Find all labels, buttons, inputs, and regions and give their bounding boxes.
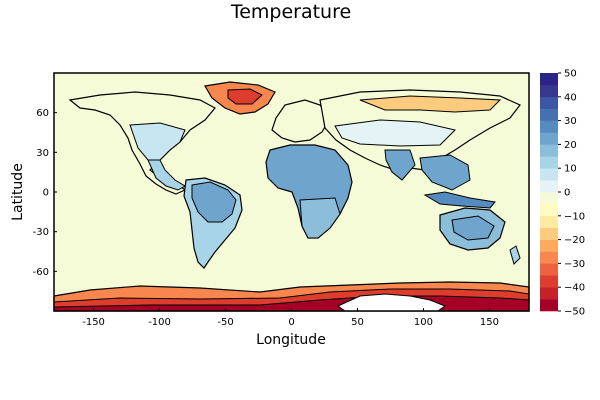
colorbar-segment [540,144,558,157]
x-tick-label: -150 [82,317,105,328]
x-tick-label: 150 [480,317,499,328]
australia-warm-core [451,215,495,241]
colorbar-tick-label: 40 [564,92,577,103]
y-axis-label: Latitude [10,163,26,221]
india [384,149,416,181]
colorbar-segment [540,299,558,312]
colorbar-segment [540,168,558,181]
colorbar-segment [540,287,558,300]
colorbar-segment [540,227,558,240]
y-tick-label: -60 [33,267,49,278]
colorbar-segment [540,156,558,169]
colorbar-tick-label: −20 [564,235,585,246]
colorbar-segment [540,132,558,145]
colorbar-tick-label: −40 [564,283,585,294]
colorbar-segment [540,251,558,264]
y-tick-label: 60 [36,108,49,119]
colorbar-segment [540,73,558,86]
colorbar-tick-label: 30 [564,116,577,127]
colorbar-tick-label: 50 [564,69,577,80]
africa-southern-band [299,197,341,239]
colorbar-tick-label: 20 [564,140,577,151]
colorbar-segment [540,275,558,288]
chart-title: Temperature [230,1,351,23]
colorbar-segment [540,84,558,98]
y-tick-label: -30 [33,227,49,238]
colorbar-tick-label: −50 [564,307,585,318]
x-tick-label: 50 [351,317,364,328]
colorbar-segment [540,203,558,217]
colorbar-tick-label: −10 [564,211,585,222]
colorbar-tick-label: 10 [564,164,577,175]
asia-northern-cold-band [359,95,502,113]
y-tick-label: 0 [43,188,49,199]
colorbar-segment [540,96,558,109]
colorbar-tick-label: 0 [564,188,570,199]
x-axis-label: Longitude [256,332,326,348]
asia-mid-band [334,119,456,147]
north-america-south-band [129,122,186,161]
colorbar-segment [540,120,558,133]
new-zealand [509,245,521,265]
x-tick-label: 100 [414,317,433,328]
x-axis-ticks: -150 -100 -50 0 50 100 150 [82,308,499,328]
colorbar-segment [540,180,558,193]
colorbar-ticks: 50 40 30 20 10 0 −10 −20 −30 −40 −50 [558,69,585,318]
colorbar-segment [540,215,558,228]
europe [271,99,331,143]
x-tick-label: -50 [217,317,233,328]
x-tick-label: -100 [148,317,171,328]
y-axis-ticks: 60 30 0 -30 -60 [33,108,57,278]
indonesia [423,191,496,209]
colorbar-segment [540,192,558,205]
south-america-warm-core [191,181,237,223]
colorbar-segment [540,239,558,252]
map-plot-area [53,72,530,312]
colorbar-tick-label: −30 [564,259,585,270]
southeast-asia [419,154,471,191]
colorbar-segment [540,108,558,121]
y-tick-label: 30 [36,148,49,159]
x-tick-label: 0 [288,317,294,328]
greenland-cold-core [227,88,263,105]
colorbar-segment [540,263,558,276]
colorbar [540,73,558,312]
